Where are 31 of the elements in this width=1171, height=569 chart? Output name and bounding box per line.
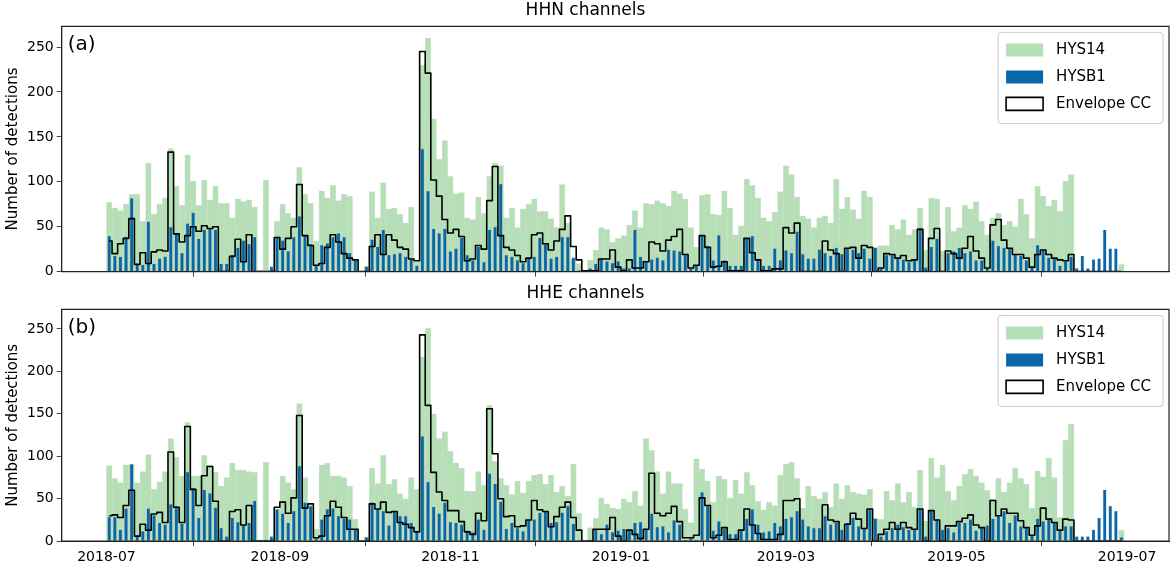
y-tick-label: 200 — [26, 82, 54, 99]
legend-label: HYS14 — [1056, 40, 1106, 59]
y-tick-label: 250 — [26, 319, 54, 336]
y-axis-title: Number of detections — [2, 343, 21, 507]
y-tick-label: 150 — [26, 127, 54, 144]
x-tick-label: 2019-01 — [591, 548, 651, 565]
y-tick-label: 0 — [44, 531, 54, 548]
y-tick-label: 150 — [26, 404, 54, 421]
y-axis-title: Number of detections — [2, 67, 21, 231]
chart-title: HHE channels — [526, 281, 645, 302]
x-tick-label: 2019-07 — [1097, 548, 1157, 565]
legend-label: Envelope CC — [1056, 377, 1152, 396]
legend-label: HYSB1 — [1056, 350, 1106, 369]
y-tick-label: 100 — [26, 172, 54, 189]
x-tick-label: 2018-09 — [250, 548, 310, 565]
y-tick-label: 50 — [35, 489, 54, 506]
y-tick-label: 200 — [26, 362, 54, 379]
legend-label: Envelope CC — [1056, 94, 1152, 113]
chart-title: HHN channels — [525, 0, 646, 19]
legend-label: HYS14 — [1056, 323, 1106, 342]
annotation: (a) — [67, 30, 96, 55]
y-tick-label: 50 — [35, 217, 54, 234]
y-tick-label: 0 — [44, 262, 54, 279]
x-tick-label: 2019-05 — [927, 548, 986, 565]
legend-label: HYSB1 — [1056, 67, 1106, 86]
y-tick-label: 100 — [26, 446, 54, 463]
y-tick-label: 250 — [26, 37, 54, 54]
x-tick-label: 2019-03 — [756, 548, 816, 565]
x-tick-label: 2018-07 — [77, 548, 136, 565]
annotation: (b) — [67, 313, 97, 338]
x-tick-label: 2018-11 — [421, 548, 480, 565]
